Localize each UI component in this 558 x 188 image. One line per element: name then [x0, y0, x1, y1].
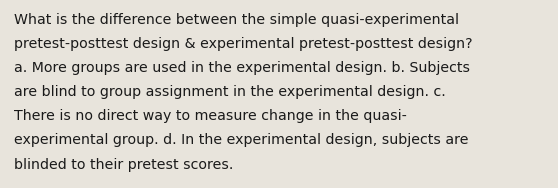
Text: experimental group. d. In the experimental design, subjects are: experimental group. d. In the experiment…	[14, 133, 469, 147]
Text: are blind to group assignment in the experimental design. c.: are blind to group assignment in the exp…	[14, 85, 446, 99]
Text: There is no direct way to measure change in the quasi-: There is no direct way to measure change…	[14, 109, 407, 123]
Text: a. More groups are used in the experimental design. b. Subjects: a. More groups are used in the experimen…	[14, 61, 470, 75]
Text: blinded to their pretest scores.: blinded to their pretest scores.	[14, 158, 233, 171]
Text: What is the difference between the simple quasi-experimental: What is the difference between the simpl…	[14, 13, 459, 27]
Text: pretest-posttest design & experimental pretest-posttest design?: pretest-posttest design & experimental p…	[14, 37, 473, 51]
